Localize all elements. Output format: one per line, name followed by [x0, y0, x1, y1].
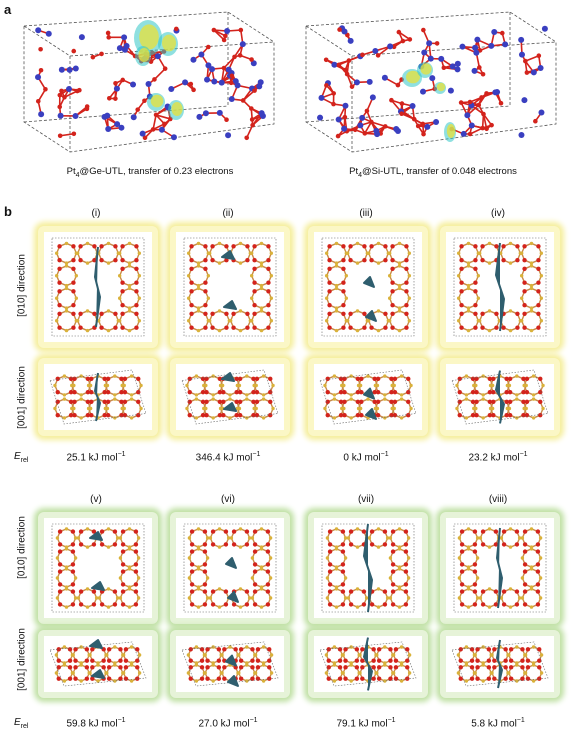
- structure-tile-010-direction: [308, 512, 428, 624]
- pt-cluster: [225, 654, 239, 687]
- zeolite-framework: [185, 374, 275, 420]
- zeolite-framework: [456, 645, 544, 683]
- structure-tile-001-direction: [440, 358, 560, 436]
- pt-cluster: [94, 372, 101, 422]
- config-label: (i): [91, 208, 101, 219]
- relative-energy-value: 5.8 kJ mol−1: [471, 717, 525, 730]
- structure-tile-010-direction: [440, 226, 560, 348]
- config-label: (vi): [221, 494, 235, 505]
- relative-energy-value: 0 kJ mol−1: [343, 451, 389, 464]
- relative-energy-value: 25.1 kJ mol−1: [66, 451, 126, 464]
- pt-cluster: [89, 639, 105, 679]
- relative-energy-value: 27.0 kJ mol−1: [198, 717, 258, 730]
- erel-label-bottom: Erel: [14, 717, 29, 730]
- zeolite-framework: [324, 241, 412, 333]
- zeolite-framework: [55, 527, 141, 609]
- panel-a-ge-utl-structure: [23, 11, 275, 153]
- panel-a-caption-si: Pt4@Si-UTL, transfer of 0.048 electrons: [349, 166, 517, 179]
- structure-svg-001: [49, 639, 147, 687]
- structure-svg-001: [319, 369, 417, 425]
- structure-tile-010-direction: [308, 226, 428, 348]
- config-label: (viii): [488, 494, 508, 505]
- structure-svg-001: [49, 369, 147, 425]
- structure-svg-010: [183, 523, 277, 613]
- zeolite-framework: [456, 241, 544, 333]
- framework-atoms: [317, 25, 548, 139]
- zeolite-framework: [457, 527, 543, 609]
- pt-cluster: [496, 527, 503, 609]
- zeolite-framework: [187, 527, 273, 609]
- config-label: (ii): [222, 208, 234, 219]
- panel-a-caption-ge: Pt4@Ge-UTL, transfer of 0.23 electrons: [66, 166, 234, 179]
- pt-cluster: [363, 387, 377, 420]
- config-label: (v): [90, 494, 102, 505]
- structure-svg-001: [181, 369, 279, 425]
- relative-energy-value: 79.1 kJ mol−1: [336, 717, 396, 730]
- structure-svg-001: [319, 637, 417, 691]
- structure-tile-001-direction: [308, 358, 428, 436]
- pt-cluster: [221, 250, 237, 310]
- zeolite-framework: [455, 374, 545, 420]
- structure-tile-001-direction: [440, 630, 560, 698]
- zeolite-framework: [325, 527, 411, 609]
- zeolite-framework: [324, 645, 412, 683]
- zeolite-framework: [186, 645, 274, 683]
- zeolite-framework: [323, 374, 413, 420]
- structure-svg-001: [181, 641, 279, 687]
- structure-tile-010-direction: [170, 512, 290, 624]
- pt-cluster: [225, 557, 239, 603]
- panel-a-si-utl-structure: [305, 11, 557, 153]
- pt-cluster: [221, 372, 237, 412]
- pt-cluster: [94, 246, 101, 328]
- relative-energy-value: 23.2 kJ mol−1: [468, 451, 528, 464]
- structure-tile-010-direction: [170, 226, 290, 348]
- charge-density: [134, 20, 184, 120]
- direction-001-label-top: [001] direction: [16, 366, 28, 429]
- structure-svg-010: [453, 523, 547, 613]
- zeolite-framework: [54, 241, 142, 333]
- structure-tile-001-direction: [38, 630, 158, 698]
- pt-cluster: [495, 370, 505, 424]
- pt-cluster: [89, 531, 105, 591]
- structure-svg-010: [51, 237, 145, 337]
- pt-cluster: [496, 639, 503, 689]
- relative-energy-value: 346.4 kJ mol−1: [195, 451, 261, 464]
- structure-tile-010-direction: [440, 512, 560, 624]
- direction-010-label-top: [010] direction: [16, 254, 28, 317]
- panel-a-letter: a: [4, 2, 12, 17]
- structure-svg-010: [321, 237, 415, 337]
- structure-svg-010: [321, 523, 415, 613]
- structure-tile-001-direction: [170, 630, 290, 698]
- zeolite-framework: [53, 374, 143, 420]
- structure-tile-001-direction: [38, 358, 158, 436]
- structure-svg-001: [451, 639, 549, 689]
- config-label: (vii): [357, 494, 375, 505]
- structure-tile-001-direction: [170, 358, 290, 436]
- structure-tile-001-direction: [308, 630, 428, 698]
- structure-svg-010: [51, 523, 145, 613]
- zeolite-framework: [186, 241, 274, 333]
- pt-cluster: [363, 637, 373, 691]
- config-label: (iii): [359, 208, 373, 219]
- charge-density: [402, 62, 456, 142]
- structure-tile-010-direction: [38, 512, 158, 624]
- structure-svg-010: [453, 237, 547, 337]
- pt-cluster: [363, 523, 373, 613]
- structure-svg-010: [183, 237, 277, 337]
- relative-energy-value: 59.8 kJ mol−1: [66, 717, 126, 730]
- pt-cluster: [363, 276, 377, 322]
- structure-tile-010-direction: [38, 226, 158, 348]
- config-label: (iv): [491, 208, 505, 219]
- panel-b-letter: b: [4, 204, 12, 219]
- pt-cluster: [495, 242, 505, 332]
- erel-label-top: Erel: [14, 451, 29, 464]
- structure-svg-001: [451, 369, 549, 425]
- direction-010-label-bottom: [010] direction: [16, 516, 28, 579]
- direction-001-label-bottom: [001] direction: [16, 628, 28, 691]
